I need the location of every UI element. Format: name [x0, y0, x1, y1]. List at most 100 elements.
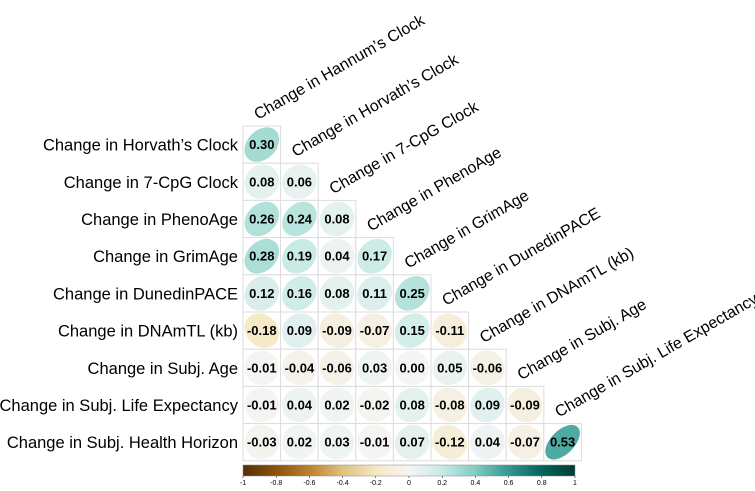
- correlation-ellipse: [319, 350, 355, 386]
- row-label: Change in DNAmTL (kb): [58, 323, 238, 341]
- row-label: Change in PhenoAge: [81, 211, 238, 229]
- correlation-ellipse: [357, 276, 392, 311]
- correlation-ellipse: [357, 387, 392, 423]
- correlation-ellipse: [282, 201, 317, 237]
- heatmap-cells: 0.30 0.08 0.06 0.26 0.24 0.08 0.28 0.19 0.04 0.17…: [242, 125, 582, 462]
- cell-value-label: -0.07: [360, 323, 390, 338]
- colorbar-tick-label: 1: [573, 480, 577, 487]
- cell-value-label: 0.07: [400, 435, 425, 450]
- correlation-ellipse: [244, 127, 280, 162]
- correlation-ellipse: [319, 313, 355, 348]
- cell-value-label: -0.08: [435, 398, 465, 413]
- correlation-ellipse: [244, 387, 280, 423]
- correlation-ellipse: [319, 276, 355, 311]
- correlation-ellipse: [432, 313, 468, 348]
- cell-value-label: 0.03: [324, 435, 349, 450]
- cell-value-label: -0.03: [247, 435, 277, 450]
- cell-value-label: -0.04: [285, 360, 315, 375]
- correlation-ellipse: [319, 387, 355, 423]
- correlation-ellipse: [244, 276, 280, 311]
- correlation-ellipse: [432, 424, 468, 460]
- colorbar-tick-label: 0.6: [504, 480, 514, 487]
- cell-value-label: 0.17: [362, 249, 387, 264]
- correlation-ellipse: [470, 424, 505, 460]
- cell-value-label: -0.11: [435, 323, 464, 338]
- row-label: Change in 7-CpG Clock: [64, 174, 239, 192]
- correlation-ellipse: [282, 350, 317, 386]
- row-label: Change in DunedinPACE: [53, 285, 238, 303]
- cell-value-label: 0.26: [249, 212, 274, 227]
- colorbar-tick-label: 0.2: [437, 480, 447, 487]
- correlation-ellipse: [432, 387, 468, 423]
- correlation-ellipse: [282, 164, 317, 200]
- correlation-ellipse: [357, 313, 392, 348]
- correlation-ellipse: [545, 424, 580, 460]
- correlation-ellipse: [319, 238, 355, 274]
- cell-value-label: 0.28: [249, 249, 274, 264]
- correlation-ellipse: [244, 238, 280, 274]
- cell-value-label: 0.19: [287, 249, 312, 264]
- cell-value-label: 0.00: [400, 360, 425, 375]
- colorbar-tick-label: 0.4: [471, 480, 481, 487]
- colorbar-tick-label: -0.6: [303, 480, 315, 487]
- colorbar-tick-label: 0.8: [537, 480, 547, 487]
- colorbar-gradient: [242, 464, 576, 477]
- cell-value-label: 0.08: [249, 174, 274, 189]
- cell-value-label: -0.06: [322, 360, 352, 375]
- cell-value-label: -0.09: [322, 323, 352, 338]
- correlation-ellipse: [394, 350, 430, 386]
- cell-value-label: 0.04: [287, 398, 313, 413]
- correlation-ellipse: [244, 313, 280, 348]
- row-label: Change in Subj. Health Horizon: [7, 434, 238, 452]
- cell-value-label: 0.30: [249, 137, 274, 152]
- row-labels: Change in Horvath’s Clock Change in 7-CpG…: [0, 137, 239, 453]
- column-label: Change in Subj. Life Expectancy: [552, 291, 755, 421]
- cell-value-label: 0.03: [362, 360, 387, 375]
- correlation-ellipse: [357, 238, 392, 274]
- cell-value-label: -0.12: [435, 435, 465, 450]
- cell-value-label: 0.11: [362, 286, 387, 301]
- cell-value-label: 0.09: [287, 323, 312, 338]
- correlation-ellipse: [470, 387, 505, 423]
- cell-value-label: -0.01: [247, 360, 277, 375]
- cell-value-label: 0.24: [287, 212, 313, 227]
- cell-value-label: 0.06: [287, 174, 312, 189]
- cell-value-label: -0.01: [247, 398, 277, 413]
- correlation-ellipse: [394, 387, 430, 423]
- correlation-ellipse: [357, 424, 392, 460]
- colorbar-tick-label: 0: [407, 480, 411, 487]
- cell-value-label: -0.09: [510, 398, 540, 413]
- cell-value-label: -0.07: [510, 435, 540, 450]
- correlation-ellipse: [282, 238, 317, 274]
- correlation-ellipse: [319, 424, 355, 460]
- colorbar: -1 -0.8 -0.6 -0.4 -0.2 0 0.2 0.4 0.6 0.8 1: [240, 464, 577, 487]
- column-label: Change in Horvath’s Clock: [289, 51, 462, 161]
- cell-value-label: 0.08: [400, 398, 425, 413]
- cell-value-label: -0.02: [360, 398, 390, 413]
- correlation-ellipse: [244, 164, 280, 200]
- colorbar-tick-label: -0.8: [270, 480, 282, 487]
- cell-value-label: 0.09: [475, 398, 500, 413]
- correlation-ellipse: [319, 201, 355, 237]
- column-label: Change in Hannum’s Clock: [252, 11, 429, 123]
- correlation-ellipse: [432, 350, 468, 386]
- cell-value-label: 0.04: [475, 435, 501, 450]
- correlation-ellipse: [282, 424, 317, 460]
- cell-value-label: 0.04: [324, 249, 350, 264]
- correlation-ellipse: [244, 424, 280, 460]
- cell-value-label: 0.53: [550, 435, 575, 450]
- correlation-ellipse: [394, 276, 430, 311]
- cell-value-label: 0.16: [287, 286, 312, 301]
- correlation-ellipse: [470, 350, 505, 386]
- cell-value-label: 0.08: [324, 212, 349, 227]
- cell-value-label: -0.01: [360, 435, 390, 450]
- cell-value-label: 0.25: [400, 286, 425, 301]
- cell-value-label: 0.15: [400, 323, 425, 338]
- correlation-ellipse: [282, 387, 317, 423]
- correlation-ellipse: [244, 201, 280, 237]
- cell-value-label: 0.02: [287, 435, 312, 450]
- row-label: Change in GrimAge: [93, 248, 238, 266]
- cell-value-label: -0.18: [247, 323, 277, 338]
- correlation-ellipse: [282, 313, 317, 348]
